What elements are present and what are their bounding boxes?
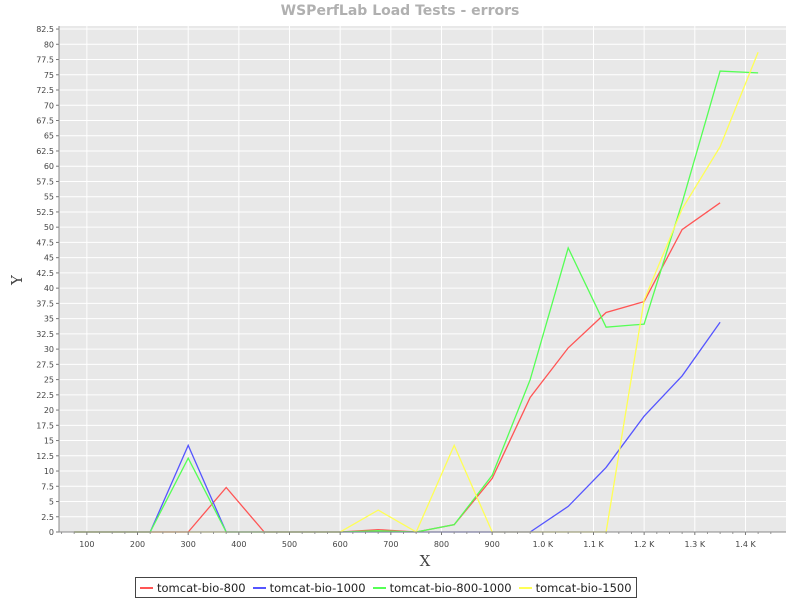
y-tick-label: 7.5 (41, 482, 54, 491)
y-tick-label: 12.5 (36, 452, 54, 461)
y-tick-label: 55 (44, 193, 54, 202)
x-tick-label: 100 (79, 540, 94, 549)
y-tick-label: 57.5 (36, 177, 54, 186)
y-tick-label: 52.5 (36, 208, 54, 217)
chart-title: WSPerfLab Load Tests - errors (281, 3, 520, 19)
y-tick-label: 22.5 (36, 391, 54, 400)
x-tick-label: 1.3 K (685, 540, 706, 549)
legend-swatch (140, 586, 153, 589)
y-tick-label: 5 (49, 498, 54, 507)
y-tick-label: 40 (44, 284, 54, 293)
y-tick-label: 60 (44, 162, 54, 171)
y-tick-label: 25 (44, 376, 54, 385)
y-tick-label: 15 (44, 437, 54, 446)
y-tick-label: 37.5 (36, 299, 54, 308)
y-axis: 02.557.51012.51517.52022.52527.53032.535… (36, 25, 60, 537)
y-tick-label: 75 (44, 71, 54, 80)
y-tick-label: 20 (44, 406, 54, 415)
y-tick-label: 42.5 (36, 269, 54, 278)
y-tick-label: 47.5 (36, 238, 54, 247)
x-tick-label: 300 (181, 540, 196, 549)
y-tick-label: 2.5 (41, 513, 54, 522)
y-tick-label: 30 (44, 345, 54, 354)
legend-item-tomcat-bio-800: tomcat-bio-800 (140, 581, 246, 595)
x-tick-label: 1.4 K (735, 540, 756, 549)
y-tick-label: 27.5 (36, 360, 54, 369)
x-tick-label: 900 (485, 540, 500, 549)
y-tick-label: 35 (44, 315, 54, 324)
y-tick-label: 82.5 (36, 25, 54, 34)
y-tick-label: 50 (44, 223, 54, 232)
x-tick-label: 400 (231, 540, 246, 549)
legend-item-tomcat-bio-1500: tomcat-bio-1500 (518, 580, 632, 595)
y-tick-label: 45 (44, 254, 54, 263)
y-tick-label: 62.5 (36, 147, 54, 156)
chart-legend: tomcat-bio-800 tomcat-bio-1000 tomcat-bio-… (135, 577, 637, 598)
x-tick-label: 800 (434, 540, 449, 549)
x-tick-label: 1.2 K (634, 540, 655, 549)
legend-label: tomcat-bio-800-1000 (389, 580, 512, 595)
legend-item-tomcat-bio-1000: tomcat-bio-1000 (252, 580, 366, 595)
x-tick-label: 600 (333, 540, 348, 549)
x-tick-label: 200 (130, 540, 145, 549)
legend-swatch (252, 586, 266, 589)
y-tick-label: 32.5 (36, 330, 54, 339)
y-tick-label: 77.5 (36, 56, 54, 65)
x-axis: 100 200 300 400 500 600 700 800 900 1.0 K 1.1 K 1.2… (59, 531, 786, 549)
y-tick-label: 17.5 (36, 421, 54, 430)
legend-swatch (518, 586, 532, 589)
y-tick-label: 65 (44, 132, 54, 141)
legend-swatch (372, 586, 386, 589)
x-tick-label: 1.1 K (583, 540, 604, 549)
legend-label: tomcat-bio-800 (157, 580, 246, 595)
y-axis-label: Y (8, 274, 26, 286)
legend-item-tomcat-bio-800-1000: tomcat-bio-800-1000 (372, 580, 512, 595)
x-tick-label: 700 (383, 540, 398, 549)
gridlines (59, 26, 786, 533)
y-tick-label: 72.5 (36, 86, 54, 95)
plot-area (59, 26, 786, 532)
x-tick-label: 500 (282, 540, 297, 549)
x-tick-label: 1.0 K (533, 540, 554, 549)
x-axis-label: X (420, 552, 431, 570)
y-tick-label: 10 (44, 467, 54, 476)
y-tick-label: 0 (49, 528, 54, 537)
legend-label: tomcat-bio-1500 (535, 580, 632, 595)
legend-label: tomcat-bio-1000 (269, 580, 366, 595)
y-tick-label: 70 (44, 101, 54, 110)
y-tick-label: 67.5 (36, 116, 54, 125)
y-tick-label: 80 (44, 40, 54, 49)
